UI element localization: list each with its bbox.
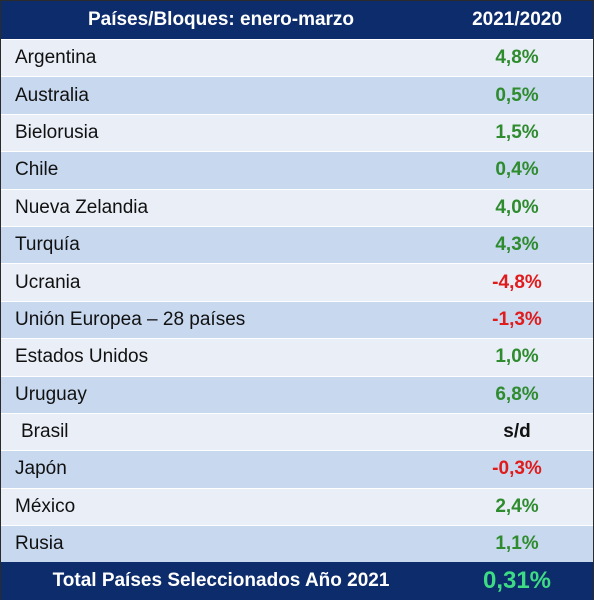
change-cell: -4,8%	[492, 271, 542, 293]
table-row: Argentina 4,8%	[1, 39, 593, 77]
country-cell: Ucrania	[15, 271, 81, 293]
table-row: Brasil s/d	[1, 412, 593, 451]
table-row: Ucrania -4,8%	[1, 263, 593, 301]
country-cell: México	[15, 495, 76, 517]
country-cell: Turquía	[15, 234, 80, 256]
country-cell: Nueva Zelandia	[15, 196, 149, 218]
country-cell: Australia	[15, 84, 89, 106]
country-cell: Bielorusia	[15, 121, 99, 143]
table-row: Rusia 1,1%	[1, 525, 593, 563]
change-cell: -1,3%	[492, 308, 542, 330]
change-cell: s/d	[503, 421, 531, 443]
table-row: Turquía 4,3%	[1, 225, 593, 264]
change-cell: 1,5%	[495, 121, 539, 143]
table-row: Japón -0,3%	[1, 450, 593, 488]
change-cell: 4,3%	[495, 234, 539, 256]
table-row: Chile 0,4%	[1, 151, 593, 189]
country-cell: Argentina	[15, 47, 97, 69]
change-cell: 4,8%	[495, 47, 539, 69]
country-cell: Japón	[15, 458, 67, 480]
table-row: México 2,4%	[1, 487, 593, 526]
change-cell: 2,4%	[495, 495, 539, 517]
country-cell: Unión Europea – 28 países	[15, 308, 246, 330]
change-cell: 1,0%	[495, 346, 539, 368]
total-label: Total Países Seleccionados Año 2021	[52, 570, 390, 592]
table-row: Uruguay 6,8%	[1, 375, 593, 413]
table-footer: Total Países Seleccionados Año 2021 0,31…	[1, 562, 593, 600]
table-row: Bielorusia 1,5%	[1, 113, 593, 152]
table-row: Nueva Zelandia 4,0%	[1, 188, 593, 226]
header-country-label: Países/Bloques: enero-marzo	[87, 9, 355, 30]
change-cell: 6,8%	[495, 383, 539, 405]
change-cell: 4,0%	[495, 196, 539, 218]
change-cell: 0,5%	[495, 84, 539, 106]
header-period-label: 2021/2020	[472, 9, 562, 30]
table-row: Estados Unidos 1,0%	[1, 338, 593, 376]
country-cell: Uruguay	[15, 383, 87, 405]
table-row: Unión Europea – 28 países -1,3%	[1, 300, 593, 339]
country-cell: Rusia	[15, 533, 64, 555]
change-cell: 1,1%	[495, 533, 539, 555]
table-header: Países/Bloques: enero-marzo 2021/2020	[1, 1, 593, 39]
total-value: 0,31%	[482, 567, 552, 595]
change-cell: -0,3%	[492, 458, 542, 480]
table-row: Australia 0,5%	[1, 76, 593, 114]
country-cell: Brasil	[21, 421, 69, 443]
country-cell: Chile	[15, 159, 59, 181]
table-body: Argentina 4,8% Australia 0,5% Bielorusia 1,5%…	[1, 39, 593, 563]
country-cell: Estados Unidos	[15, 346, 149, 368]
change-cell: 0,4%	[495, 159, 539, 181]
